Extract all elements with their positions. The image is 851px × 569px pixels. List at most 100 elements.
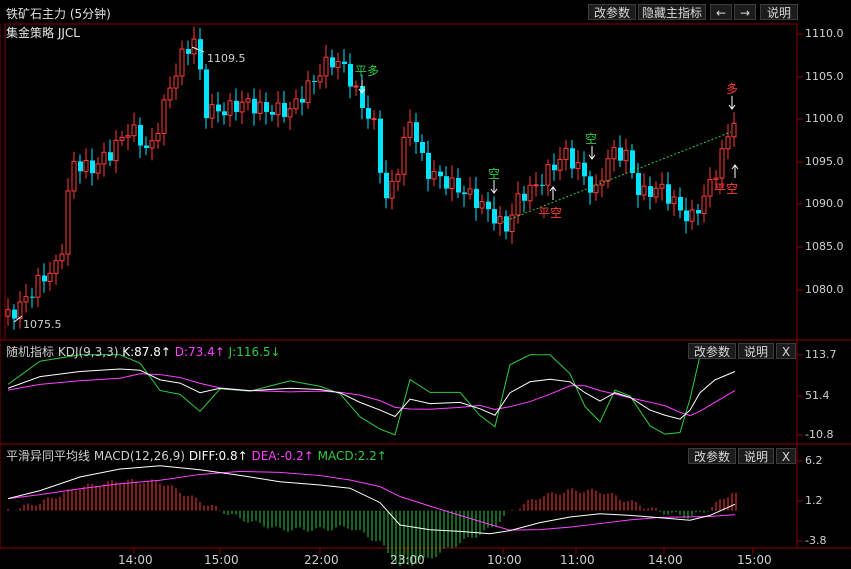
time-axis-label: 10:00 bbox=[487, 553, 522, 567]
kdj-k-value: K:87.8↑ bbox=[122, 345, 171, 359]
hide-indicator-button[interactable]: 隐藏主指标 bbox=[638, 4, 706, 20]
candle-body bbox=[305, 80, 311, 104]
macd-diff-value: DIFF:0.8↑ bbox=[188, 449, 248, 463]
candle-body bbox=[348, 64, 353, 87]
time-axis-label: 22:00 bbox=[304, 553, 339, 567]
candle-body bbox=[713, 177, 719, 181]
candle-body bbox=[474, 188, 479, 209]
candle-body bbox=[161, 99, 167, 134]
candle-body bbox=[125, 135, 131, 138]
candle-body bbox=[275, 102, 281, 116]
candle-body bbox=[167, 87, 173, 101]
y-tick-label: 1085.0 bbox=[805, 240, 844, 253]
kdj-change-params-button[interactable]: 改参数 bbox=[688, 343, 736, 359]
candle-body bbox=[479, 201, 485, 209]
kdj-y-tick: 51.4 bbox=[805, 389, 830, 402]
candle-body bbox=[522, 193, 527, 201]
candle-body bbox=[35, 275, 41, 298]
arrow-down-icon bbox=[728, 96, 736, 110]
candle-body bbox=[101, 151, 107, 165]
candle-body bbox=[227, 100, 233, 116]
candle-body bbox=[198, 39, 203, 70]
kdj-help-button[interactable]: 说明 bbox=[738, 343, 774, 359]
kdj-title: 随机指标 bbox=[6, 345, 55, 359]
candle-body bbox=[641, 185, 647, 196]
high-price-label: 1109.5 bbox=[207, 52, 246, 65]
macd-help-button[interactable]: 说明 bbox=[738, 448, 774, 464]
candle-body bbox=[630, 150, 635, 174]
candle-body bbox=[252, 98, 257, 114]
y-tick-label: 1095.0 bbox=[805, 155, 844, 168]
candle-body bbox=[353, 85, 359, 88]
candle-body bbox=[71, 160, 77, 192]
arrow-down-icon bbox=[490, 180, 498, 194]
candle-body bbox=[378, 118, 383, 173]
signal-close-short-label: 平空 bbox=[538, 206, 563, 220]
candle-body bbox=[83, 160, 89, 172]
candle-body bbox=[42, 275, 47, 282]
candle-body bbox=[330, 57, 335, 68]
candle-body bbox=[557, 158, 563, 171]
macd-value: MACD:2.2↑ bbox=[317, 449, 387, 463]
candle-body bbox=[293, 98, 299, 110]
candle-body bbox=[282, 103, 287, 117]
macd-lines bbox=[7, 465, 737, 567]
change-params-button[interactable]: 改参数 bbox=[588, 4, 636, 20]
candle-body bbox=[17, 301, 23, 320]
candle-body bbox=[270, 111, 275, 115]
time-axis-label: 11:00 bbox=[560, 553, 595, 567]
candle-body bbox=[209, 104, 215, 119]
left-arrow-icon[interactable]: ← bbox=[710, 4, 732, 20]
candle-body bbox=[65, 190, 71, 255]
candle-body bbox=[653, 187, 659, 198]
kdj-j-value: J:116.5↓ bbox=[228, 345, 281, 359]
arrow-down-icon bbox=[358, 80, 366, 94]
candle-body bbox=[467, 188, 473, 195]
arrow-up-icon bbox=[731, 164, 739, 178]
candle-body bbox=[492, 209, 497, 224]
candle-body bbox=[666, 184, 671, 204]
candle-body bbox=[701, 195, 707, 214]
kdj-close-icon[interactable]: X bbox=[776, 343, 796, 359]
help-button[interactable]: 说明 bbox=[760, 4, 798, 20]
macd-y-tick: 6.2 bbox=[805, 454, 823, 467]
candle-body bbox=[582, 162, 587, 177]
candle-body bbox=[389, 180, 395, 199]
candle-body bbox=[12, 309, 17, 319]
signal-long-label: 多 bbox=[726, 82, 739, 96]
candle-body bbox=[287, 108, 293, 118]
candle-body bbox=[384, 172, 389, 199]
candle-body bbox=[257, 101, 263, 114]
candle-body bbox=[407, 121, 413, 138]
candle-body bbox=[707, 179, 713, 197]
window-title: 铁矿石主力 (5分钟) bbox=[6, 7, 111, 21]
candle-body bbox=[504, 216, 509, 232]
macd-close-icon[interactable]: X bbox=[776, 448, 796, 464]
candle-body bbox=[401, 136, 407, 175]
candle-body bbox=[678, 196, 683, 211]
candle-body bbox=[426, 152, 431, 179]
candle-body bbox=[371, 118, 377, 121]
candle-body bbox=[618, 147, 623, 161]
candle-body bbox=[204, 69, 209, 119]
candle-body bbox=[317, 75, 323, 83]
right-arrow-icon[interactable]: → bbox=[734, 4, 756, 20]
candle-body bbox=[725, 136, 731, 150]
candle-body bbox=[78, 161, 83, 172]
candle-body bbox=[95, 163, 101, 174]
candle-body bbox=[570, 148, 575, 169]
candle-body bbox=[414, 122, 419, 142]
candle-body bbox=[138, 124, 143, 146]
candle-body bbox=[335, 61, 341, 68]
kdj-d-line bbox=[7, 373, 736, 417]
candle-body bbox=[462, 192, 467, 195]
signal-close-long-label: 平多 bbox=[355, 64, 380, 78]
kdj-lines bbox=[7, 354, 736, 436]
candle-body bbox=[222, 111, 227, 116]
macd-change-params-button[interactable]: 改参数 bbox=[688, 448, 736, 464]
candle-body bbox=[366, 108, 371, 119]
candle-body bbox=[420, 141, 425, 153]
y-tick-label: 1105.0 bbox=[805, 70, 844, 83]
candle-body bbox=[90, 160, 95, 174]
candle-body bbox=[47, 272, 53, 282]
